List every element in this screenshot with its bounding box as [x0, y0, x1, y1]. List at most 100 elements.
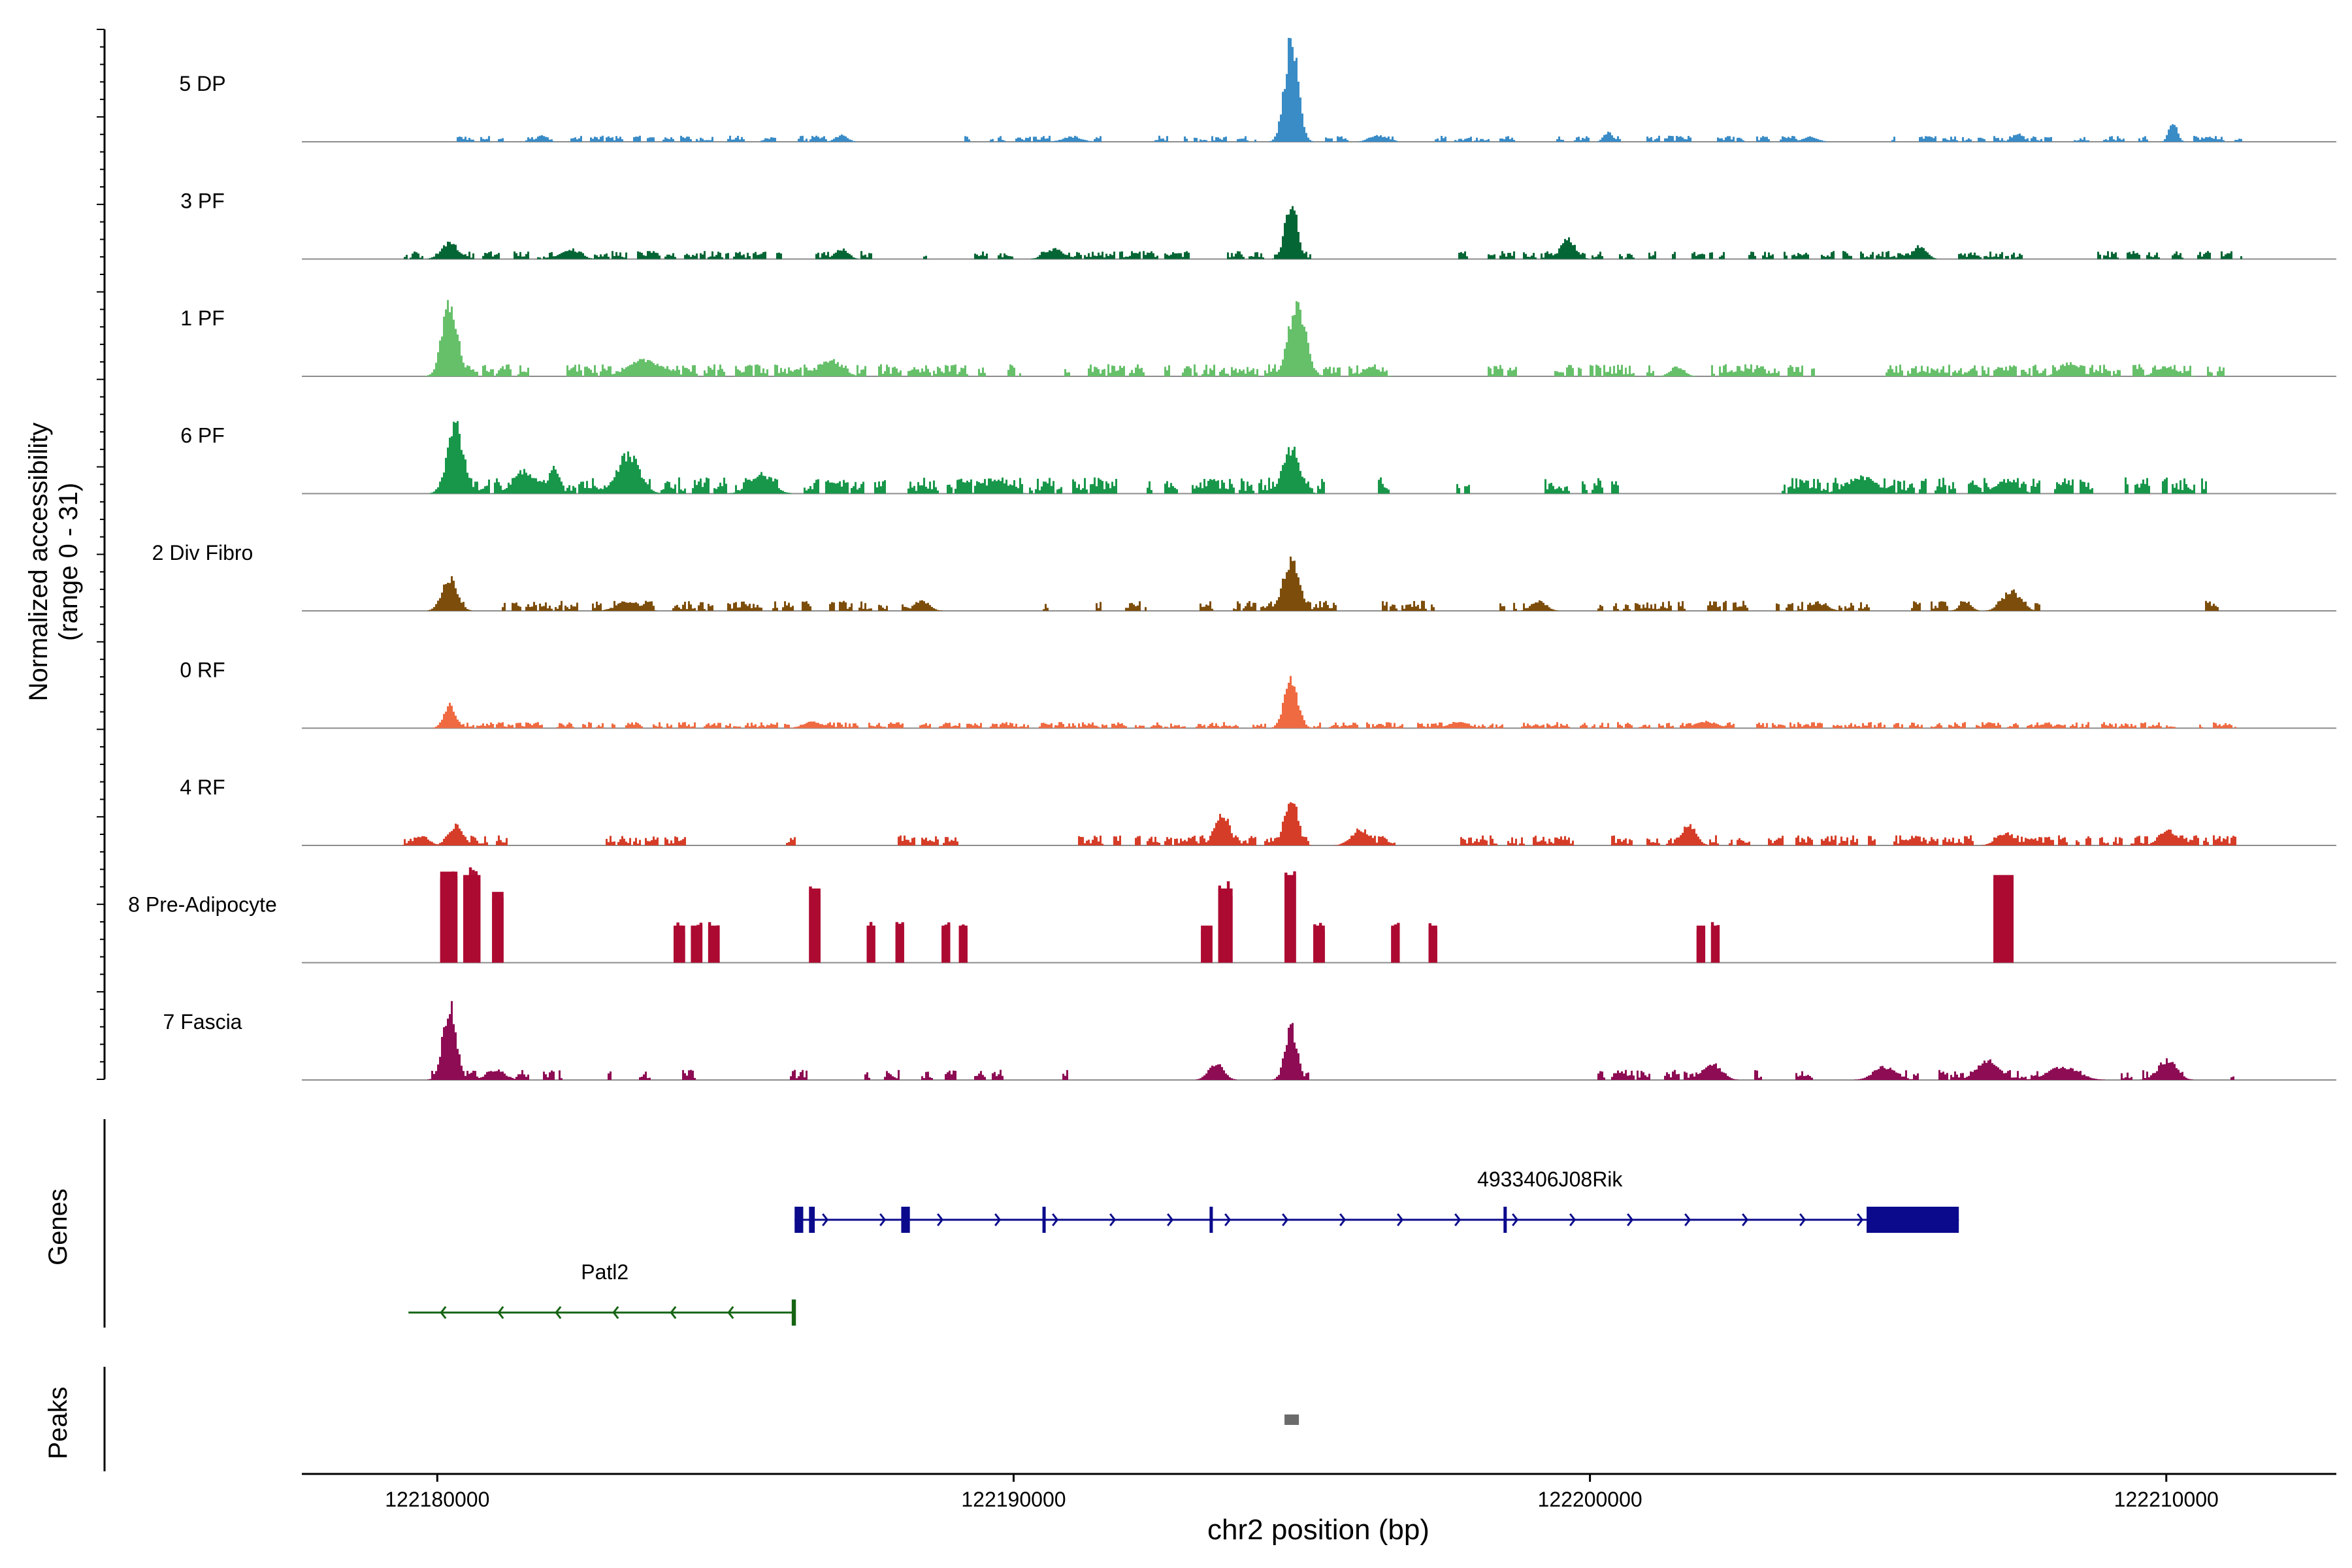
strand-arrow: [1742, 1213, 1749, 1226]
track-label: 5 DP: [179, 72, 225, 95]
strand-arrow: [1397, 1213, 1404, 1226]
strand-arrow: [1454, 1213, 1462, 1226]
coverage-bar: [696, 924, 700, 963]
coverage-bar: [2004, 878, 2008, 963]
strand-arrow: [1052, 1213, 1059, 1226]
coverage-bar: [1224, 892, 1227, 963]
coverage-bar: [711, 928, 714, 963]
coverage-bar: [1999, 883, 2002, 963]
coverage-bar: [500, 897, 504, 963]
track-3-pf: 3 PF: [180, 189, 2336, 260]
coverage-bar: [964, 928, 968, 963]
coverage-bar: [446, 883, 449, 963]
coverage-bar: [1434, 929, 1437, 963]
coverage-bar: [1206, 929, 1210, 963]
coverage-tracks: 5 DP 3 PF 1 PF 6 PF 2 Div Fibro 0 RF 4 RF 8 Pre…: [97, 29, 2336, 1081]
track-label: 8 Pre-Adipocyte: [128, 893, 277, 917]
coverage-bar: [673, 930, 677, 963]
coverage-bar: [466, 881, 469, 963]
coverage-bar: [717, 925, 720, 963]
coverage-bar: [2008, 884, 2011, 963]
coverage-bar: [1316, 929, 1319, 963]
track-label: 7 Fascia: [163, 1010, 242, 1034]
coverage-bar: [898, 923, 902, 963]
y-axis-title: Normalized accessibility: [24, 423, 53, 702]
coverage-area: [404, 206, 2242, 259]
coverage-bar: [1391, 926, 1394, 963]
coverage-area: [427, 556, 2219, 611]
strand-arrow: [1684, 1213, 1691, 1226]
strand-arrow: [612, 1306, 619, 1319]
coverage-bar: [497, 902, 501, 963]
exon: [1209, 1207, 1213, 1233]
strand-arrow: [497, 1306, 504, 1319]
exon: [1867, 1207, 1959, 1233]
coverage-bar: [1397, 923, 1400, 963]
coverage-bar: [1428, 923, 1432, 963]
track-label: 1 PF: [180, 306, 225, 330]
coverage-bar: [463, 877, 466, 963]
coverage-bar: [1322, 930, 1325, 963]
gene-annotation-panel: 4933406J08Rik Patl2: [103, 1119, 1959, 1328]
track-5-dp: 5 DP: [179, 38, 2336, 142]
coverage-bar: [679, 925, 683, 963]
exon: [809, 1207, 815, 1233]
strand-arrow: [879, 1213, 887, 1226]
coverage-bar: [1699, 928, 1703, 963]
strand-arrow: [1167, 1213, 1174, 1226]
coverage-bar: [809, 886, 812, 963]
x-axis-title: chr2 position (bp): [1207, 1514, 1429, 1546]
strand-arrow: [670, 1306, 677, 1319]
strand-arrow: [1627, 1213, 1634, 1226]
coverage-area: [425, 300, 2225, 376]
coverage-bar: [472, 870, 475, 963]
coverage-area: [427, 1001, 2234, 1080]
coverage-bar: [944, 924, 948, 963]
coverage-bar: [492, 898, 495, 963]
coverage-bar: [1710, 922, 1714, 963]
strand-arrow: [555, 1306, 562, 1319]
coverage-bar: [1203, 930, 1207, 963]
strand-arrow: [1569, 1213, 1576, 1226]
coverage-bar: [1293, 871, 1296, 963]
coverage-bar: [682, 931, 685, 963]
strand-arrow: [1339, 1213, 1347, 1226]
strand-arrow: [994, 1213, 1002, 1226]
coverage-bar: [2002, 884, 2005, 963]
peak-region: [1284, 1414, 1299, 1425]
exon: [1503, 1207, 1507, 1233]
exon: [794, 1207, 804, 1233]
track-label: 0 RF: [180, 659, 225, 682]
coverage-bar: [1716, 924, 1720, 963]
track-4-rf: 4 RF: [180, 776, 2336, 846]
genes-panel-label: Genes: [44, 1188, 73, 1266]
gene-patl2: Patl2: [408, 1260, 796, 1326]
track-label: 3 PF: [180, 189, 225, 213]
y-axis-subtitle: (range 0 - 31): [54, 483, 83, 641]
coverage-bar: [708, 922, 711, 963]
exon: [901, 1207, 910, 1233]
coverage-bar: [947, 922, 951, 963]
coverage-bar: [454, 876, 458, 963]
coverage-bar: [1313, 924, 1316, 963]
coverage-bar: [1226, 881, 1230, 963]
x-axis: 122180000 122190000 122200000 122210000: [302, 1473, 2336, 1511]
coverage-area: [433, 676, 2236, 728]
coverage-bar: [901, 922, 904, 963]
coverage-bar: [699, 923, 703, 963]
coverage-bar: [1290, 883, 1294, 963]
track-2-div-fibro: 2 Div Fibro: [152, 541, 2336, 612]
coverage-bar: [495, 894, 498, 963]
track-7-fascia: 7 Fascia: [163, 1001, 2336, 1081]
track-label: 6 PF: [180, 424, 225, 448]
coverage-bar: [1714, 928, 1717, 963]
track-label: 2 Div Fibro: [152, 541, 253, 564]
coverage-area: [429, 421, 2207, 494]
coverage-bar: [815, 893, 818, 963]
coverage-bar: [468, 867, 472, 963]
coverage-bar: [2010, 878, 2014, 963]
track-8-pre-adipocyte: 8 Pre-Adipocyte: [128, 867, 2336, 964]
exon: [1042, 1207, 1046, 1233]
coverage-area: [402, 802, 2236, 845]
